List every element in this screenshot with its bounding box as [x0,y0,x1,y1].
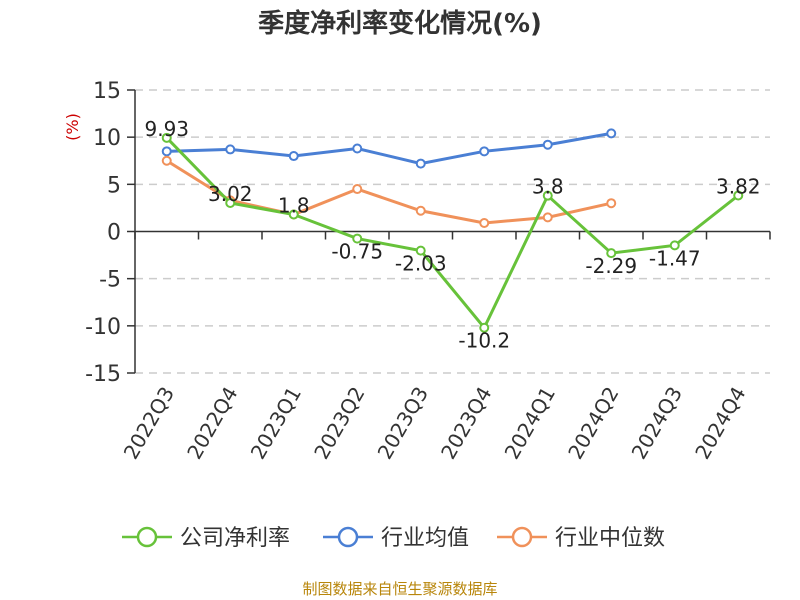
data-label: 3.82 [716,174,761,198]
legend-label: 行业均值 [381,526,469,551]
data-point [352,233,363,244]
data-point [415,205,426,216]
x-tick-label: 2023Q1 [246,383,306,464]
data-label: 9.93 [144,117,189,141]
chart-title: 季度净利率变化情况(%) [258,8,542,39]
data-label: -1.47 [649,246,701,270]
x-tick-label: 2024Q3 [627,383,687,464]
x-tick-label: 2024Q1 [500,383,560,464]
legend-marker [511,526,533,548]
y-tick-label: 10 [93,126,121,151]
data-point [288,209,299,220]
source-note: 制图数据来自恒生聚源数据库 [302,580,497,598]
data-point [161,132,172,143]
legend-label: 行业中位数 [555,526,665,551]
data-point [542,190,553,201]
data-point [415,158,426,169]
data-point [225,198,236,209]
x-tick-label: 2022Q3 [119,383,179,464]
y-tick-label: 0 [107,221,121,246]
data-label: -0.75 [331,240,383,264]
y-axis-unit: (%) [63,113,82,141]
data-point [542,212,553,223]
legend-marker [337,526,359,548]
data-point [352,143,363,154]
legend-label: 公司净利率 [180,526,290,551]
data-point [479,322,490,333]
data-label: 1.8 [278,194,310,218]
data-point [606,248,617,259]
legend: 公司净利率 行业均值 行业中位数 [122,526,665,551]
data-point [479,146,490,157]
x-tick-label: 2024Q4 [690,383,750,464]
data-point [288,151,299,162]
series-line [165,136,740,331]
axes [127,89,771,374]
series-line [166,131,612,166]
data-point [733,190,744,201]
grid [135,89,770,374]
data-point [161,155,172,166]
x-tick-label: 2023Q2 [309,383,369,464]
data-label: 3.8 [532,175,564,199]
data-point [606,198,617,209]
data-point [479,218,490,229]
data-label: 3.02 [208,182,253,206]
y-tick-label: -10 [85,315,121,340]
data-label: -10.2 [458,329,510,353]
y-tick-label: -15 [85,362,121,387]
data-point [415,245,426,256]
y-tick-label: 5 [107,173,121,198]
x-tick-labels: 2022Q3 2022Q4 2023Q1 2023Q2 2023Q3 2023Q4 2024… [119,383,751,464]
data-point [606,128,617,139]
y-tick-label: -5 [99,268,121,293]
x-tick-label: 2022Q4 [182,383,242,464]
data-label: -2.29 [585,254,637,278]
x-tick-label: 2023Q3 [373,383,433,464]
data-point [225,144,236,155]
data-point [352,184,363,195]
y-tick-label: 15 [93,79,121,104]
data-labels: 9.93 3.02 1.8 -0.75 -2.03 -10.2 3.8 -2.29 -1.47 3… [144,117,760,353]
x-tick-label: 2024Q2 [563,383,623,464]
data-point [161,146,172,157]
data-label: -2.03 [395,252,447,276]
y-tick-labels: 15 10 5 0 -5 -10 -15 [85,79,121,387]
data-point [669,240,680,251]
series-lines [161,128,744,333]
legend-marker [136,526,158,548]
data-point [542,139,553,150]
x-tick-label: 2023Q4 [436,383,496,464]
